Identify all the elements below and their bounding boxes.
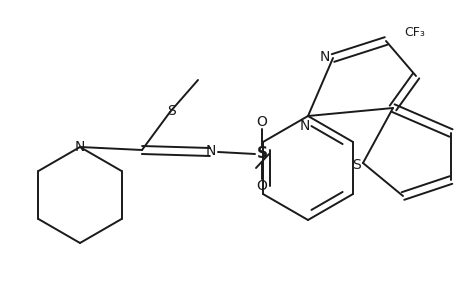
Text: O: O: [256, 179, 267, 193]
Text: S: S: [352, 158, 361, 172]
Text: N: N: [299, 119, 309, 133]
Text: N: N: [319, 50, 330, 64]
Text: CF₃: CF₃: [403, 26, 424, 40]
Text: S: S: [167, 104, 176, 118]
Text: O: O: [256, 115, 267, 129]
Text: N: N: [75, 140, 85, 154]
Text: S: S: [256, 146, 267, 161]
Text: N: N: [205, 144, 216, 158]
